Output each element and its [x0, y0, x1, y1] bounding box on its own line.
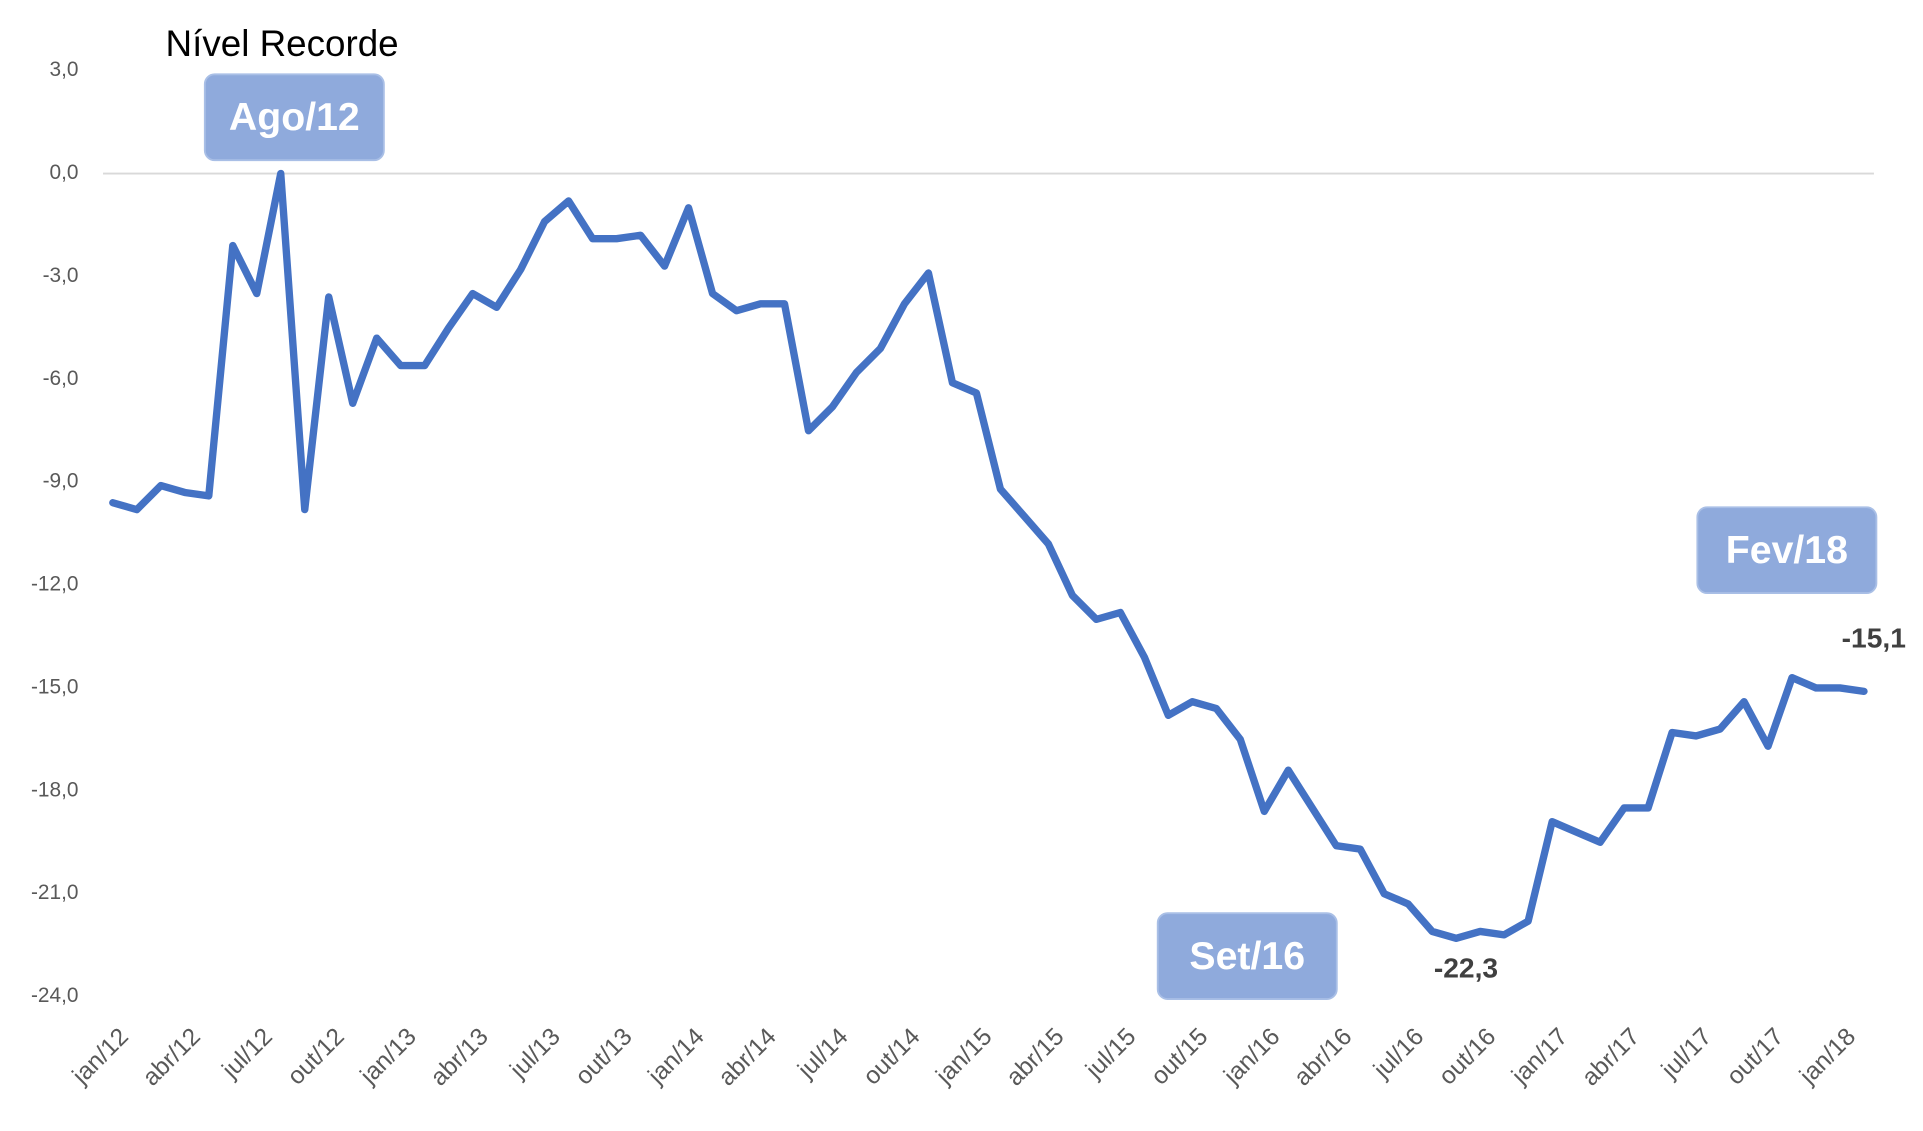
x-tick-label: jul/15: [1080, 1023, 1141, 1084]
x-tick-label: jan/18: [1794, 1023, 1861, 1090]
annotation-text: Ago/12: [229, 95, 360, 139]
x-tick-label: abr/14: [713, 1023, 781, 1091]
y-tick-label: -12,0: [31, 573, 78, 596]
y-tick-label: -9,0: [43, 470, 79, 493]
y-tick-label: 0,0: [50, 161, 79, 184]
x-tick-label: jan/17: [1506, 1023, 1573, 1090]
value-label: -15,1: [1842, 621, 1906, 653]
value-label: -22,3: [1434, 952, 1498, 984]
x-tick-label: jul/14: [792, 1023, 853, 1084]
x-tick-label: jan/13: [355, 1023, 422, 1090]
x-tick-label: jan/15: [930, 1023, 997, 1090]
x-tick-label: abr/17: [1577, 1023, 1645, 1091]
x-tick-label: jul/16: [1368, 1023, 1429, 1084]
x-tick-label: jan/12: [67, 1023, 134, 1090]
y-tick-label: -21,0: [31, 881, 78, 904]
x-tick-label: out/13: [570, 1023, 637, 1090]
chart-title: Nível Recorde: [166, 23, 399, 64]
line-series: [109, 169, 1868, 942]
x-tick-label: out/16: [1434, 1023, 1501, 1090]
annotation-box: [203, 73, 385, 162]
y-tick-label: -3,0: [43, 264, 79, 287]
x-tick-label: jul/13: [504, 1023, 565, 1084]
x-tick-label: abr/13: [426, 1023, 494, 1091]
annotation-box: [1696, 506, 1878, 595]
annotation-box: [1156, 912, 1338, 1000]
x-tick-label: jul/12: [217, 1023, 278, 1084]
annotation-text: Fev/18: [1726, 528, 1848, 572]
y-tick-label: -15,0: [31, 675, 78, 698]
y-tick-label: 3,0: [50, 58, 79, 81]
x-tick-label: abr/12: [138, 1023, 206, 1091]
annotation-text: Set/16: [1189, 934, 1305, 978]
x-tick-label: jul/17: [1656, 1023, 1717, 1084]
x-tick-label: abr/15: [1001, 1023, 1069, 1091]
x-tick-label: out/14: [858, 1023, 925, 1090]
y-tick-label: -6,0: [43, 367, 79, 390]
x-tick-label: jan/14: [643, 1023, 710, 1090]
x-tick-label: abr/16: [1289, 1023, 1357, 1091]
y-tick-label: -24,0: [31, 984, 78, 1007]
y-tick-label: -18,0: [31, 778, 78, 801]
x-tick-label: out/17: [1722, 1023, 1789, 1090]
x-tick-label: out/12: [283, 1023, 350, 1090]
x-tick-label: jan/16: [1218, 1023, 1285, 1090]
x-tick-label: out/15: [1146, 1023, 1213, 1090]
